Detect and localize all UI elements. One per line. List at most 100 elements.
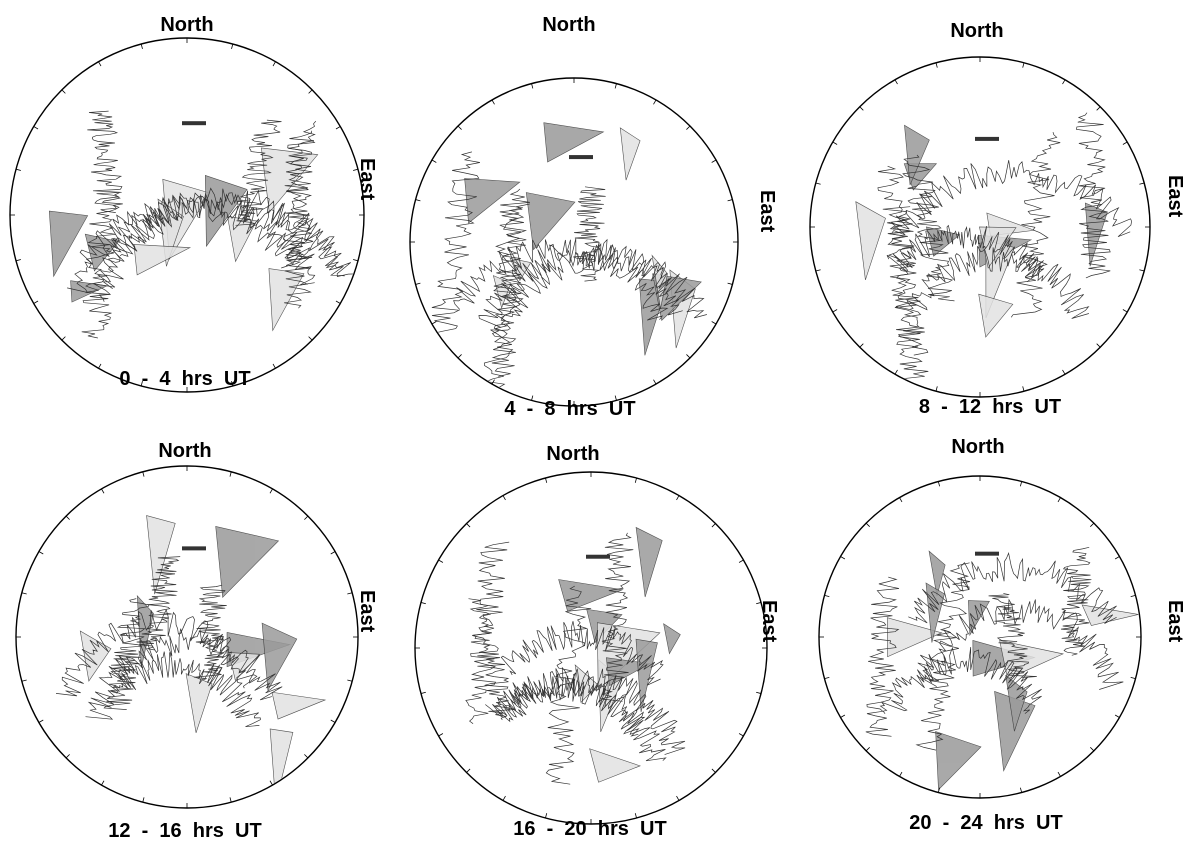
satellite-track: [906, 246, 1090, 319]
circle-tick: [21, 679, 27, 682]
north-label: North: [542, 14, 596, 36]
circle-tick: [634, 813, 637, 819]
circle-tick: [899, 497, 903, 503]
shaded-wedge: [925, 582, 945, 643]
circle-tick: [353, 259, 359, 262]
circle-tick: [545, 813, 548, 819]
circle-tick: [711, 321, 717, 325]
circle-tick: [231, 381, 234, 387]
circle-tick: [431, 321, 437, 325]
circle-tick: [272, 61, 276, 67]
circle-tick: [859, 343, 864, 348]
circle-tick: [824, 594, 830, 598]
circle-tick: [353, 168, 359, 171]
circle-tick: [614, 83, 617, 89]
circle-tick: [1114, 714, 1120, 718]
scale-bar: [586, 554, 610, 559]
circle-tick: [420, 691, 426, 694]
circle-tick: [491, 379, 495, 385]
shaded-wedge: [935, 731, 982, 791]
shaded-wedge: [886, 617, 943, 658]
circle-tick: [101, 488, 105, 494]
circle-tick: [935, 62, 938, 68]
circle-tick: [415, 282, 421, 285]
satellite-track: [114, 651, 261, 728]
circle-tick: [1122, 309, 1128, 313]
satellite-track: [917, 598, 1124, 690]
circle-tick: [832, 141, 838, 145]
circle-tick: [466, 768, 471, 773]
satellite-track: [99, 188, 358, 289]
circle-tick: [1114, 556, 1120, 560]
satellite-track: [490, 244, 707, 343]
time-range-label: 20 - 24 hrs UT: [909, 812, 1063, 834]
satellite-track: [468, 598, 515, 721]
circle-tick: [140, 381, 143, 387]
satellite-track: [491, 188, 530, 377]
satellite-track: [879, 646, 1042, 715]
circle-tick: [756, 602, 762, 605]
circle-tick: [438, 733, 444, 737]
satellite-track: [103, 598, 150, 710]
circle-tick: [65, 515, 70, 520]
circle-tick: [894, 369, 898, 375]
circle-tick: [1122, 141, 1128, 145]
circle-tick: [61, 89, 66, 94]
satellite-track: [112, 192, 316, 286]
circle-tick: [21, 592, 27, 595]
circle-tick: [937, 787, 941, 793]
satellite-track: [908, 552, 1117, 624]
shaded-wedge: [509, 257, 532, 282]
circle-tick: [431, 159, 437, 163]
circle-tick: [65, 754, 70, 759]
circle-tick: [269, 488, 273, 494]
circle-tick: [1019, 787, 1023, 793]
shaded-wedge: [133, 244, 192, 276]
satellite-track: [284, 120, 317, 309]
shaded-wedge: [589, 748, 641, 783]
circle-tick: [545, 477, 548, 483]
circle-tick: [98, 363, 102, 369]
circle-tick: [1096, 343, 1101, 348]
circle-tick: [140, 43, 143, 49]
circle-tick: [502, 495, 506, 501]
circle-tick: [937, 481, 941, 487]
shaded-wedge: [663, 623, 681, 655]
circle-tick: [101, 780, 105, 786]
north-label: North: [950, 20, 1004, 42]
shaded-wedge: [48, 210, 89, 278]
circle-tick: [457, 354, 462, 359]
shaded-wedge: [215, 526, 280, 598]
circle-tick: [711, 768, 716, 773]
shaded-wedge: [261, 622, 298, 692]
circle-tick: [1022, 62, 1025, 68]
north-label: North: [160, 14, 214, 36]
circle-tick: [711, 523, 716, 528]
circle-tick: [347, 679, 353, 682]
scale-bar: [569, 155, 593, 160]
circle-tick: [330, 719, 336, 723]
circle-tick: [1062, 369, 1066, 375]
circle-tick: [531, 83, 534, 89]
time-range-label: 4 - 8 hrs UT: [504, 398, 636, 420]
circle-tick: [935, 386, 938, 392]
circle-tick: [231, 43, 234, 49]
circle-tick: [491, 99, 495, 105]
circle-tick: [824, 676, 830, 680]
circle-tick: [711, 159, 717, 163]
circle-tick: [438, 559, 444, 563]
shaded-wedge: [271, 691, 327, 720]
circle-tick: [1019, 481, 1023, 487]
circle-tick: [33, 126, 39, 130]
circle-tick: [840, 556, 846, 560]
shaded-wedge: [79, 630, 112, 682]
circle-tick: [1022, 386, 1025, 392]
circle-tick: [308, 89, 313, 94]
circle-tick: [865, 522, 870, 527]
circle-tick: [38, 719, 44, 723]
